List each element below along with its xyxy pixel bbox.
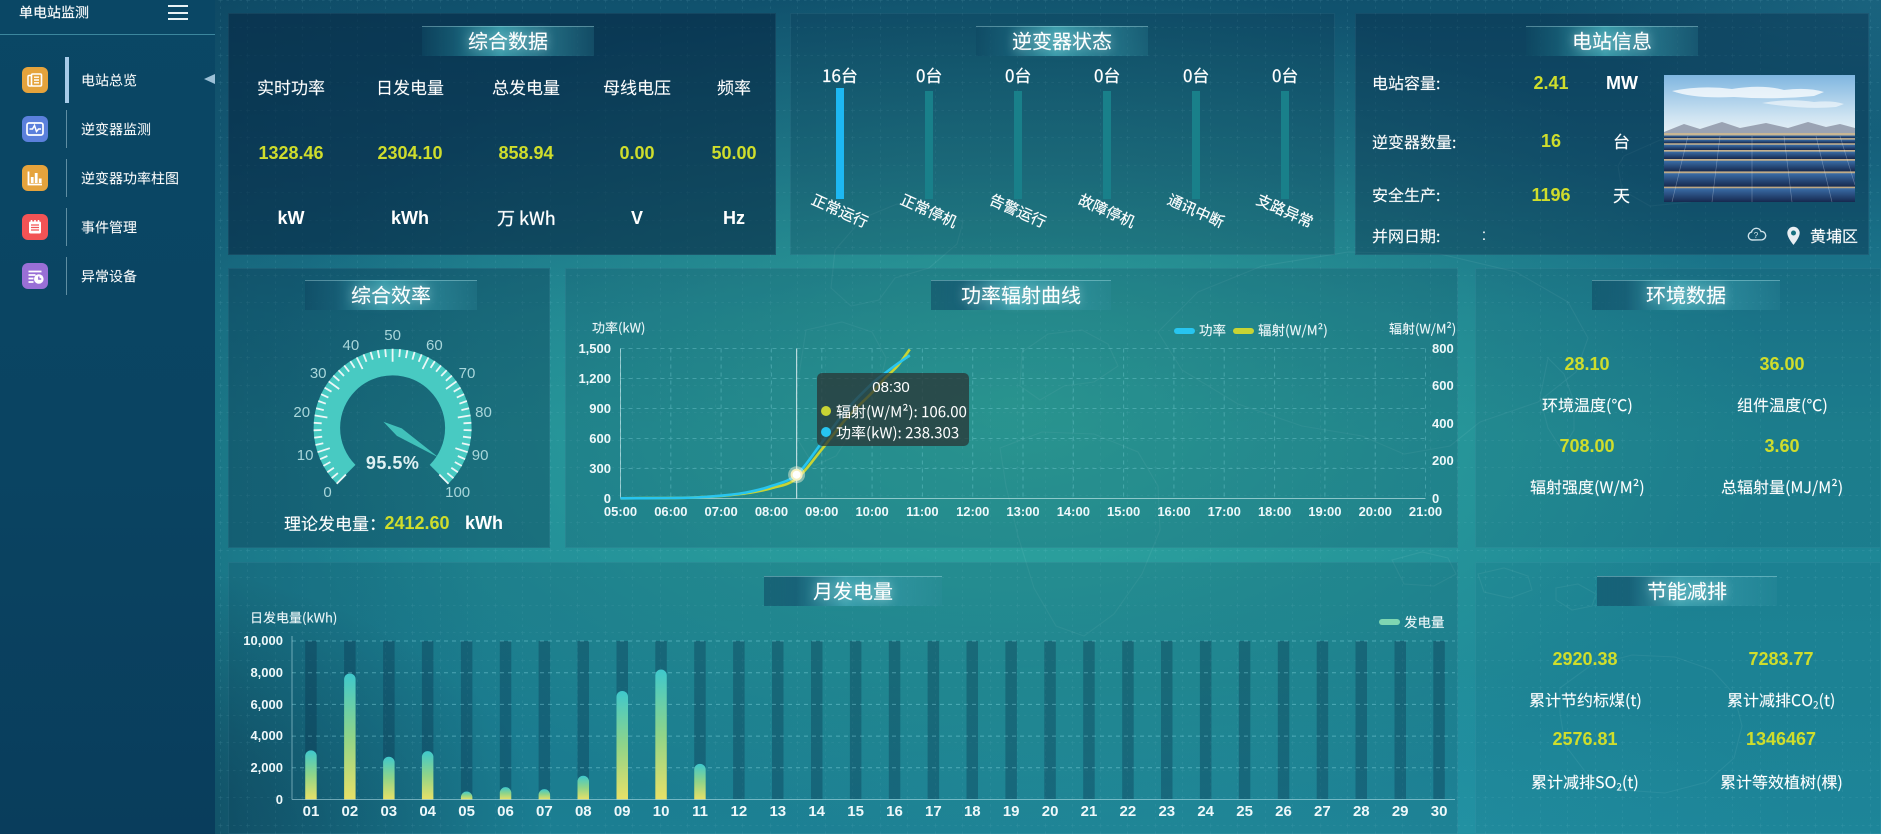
svg-text:?: ? [1754,231,1759,240]
